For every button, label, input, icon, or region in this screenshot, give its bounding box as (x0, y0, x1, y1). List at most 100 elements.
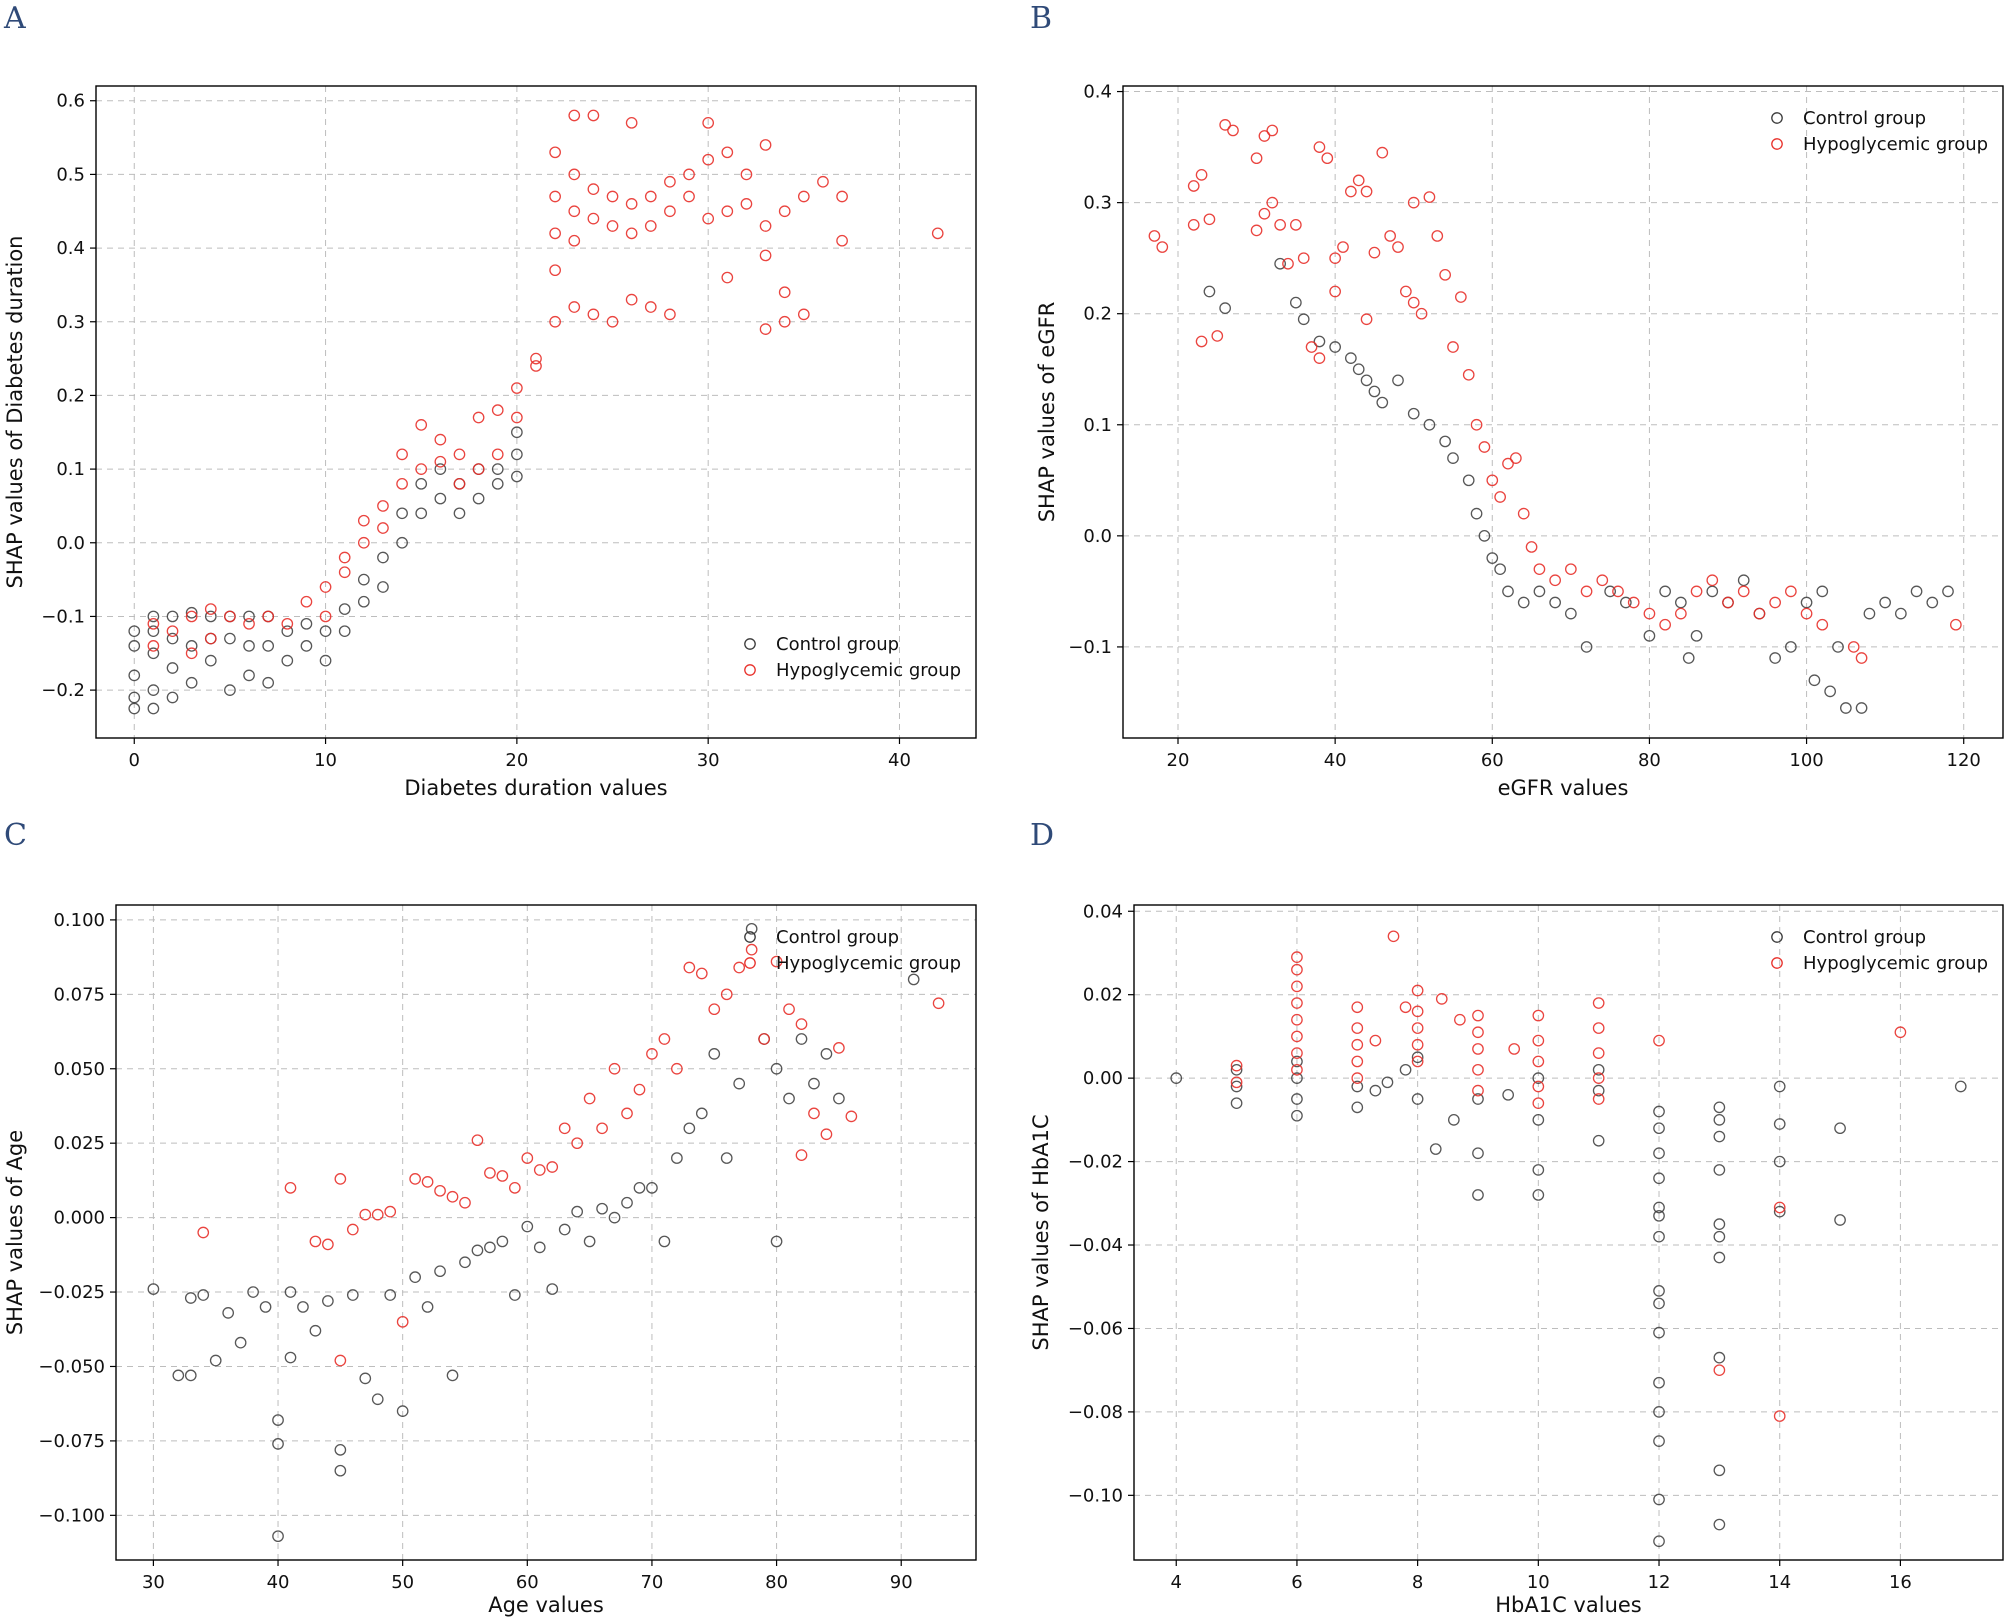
control-point (1532, 1072, 1545, 1084)
hypoglycemic-point (346, 1223, 359, 1236)
legend-control-label: Control group (1803, 108, 1926, 129)
plot-frame (115, 904, 977, 1561)
control-point (166, 662, 179, 674)
hypoglycemic-point (204, 632, 217, 645)
legend-hypoglycemic-label: Hypoglycemic group (1803, 953, 1988, 974)
control-point (1472, 1189, 1484, 1201)
control-point (1690, 629, 1703, 642)
control-point (558, 1223, 571, 1236)
legend-control-label: Control group (776, 927, 899, 948)
control-point (1713, 1114, 1726, 1126)
hypoglycemic-point (1532, 1080, 1545, 1093)
hypoglycemic-point (1345, 185, 1357, 198)
hypoglycemic-point (1659, 618, 1671, 631)
x-tick-label: 10 (314, 750, 337, 771)
control-point (770, 1062, 783, 1075)
control-point (1653, 1406, 1665, 1418)
control-point (1895, 607, 1907, 620)
control-point (1291, 1072, 1303, 1084)
control-point (147, 1283, 160, 1295)
control-point (1407, 407, 1420, 420)
control-point (1502, 1088, 1515, 1101)
x-tick-label: 6 (1291, 1572, 1302, 1593)
legend-hypoglycemic-label: Hypoglycemic group (1803, 134, 1988, 155)
control-point (1502, 585, 1514, 598)
hypoglycemic-point (1351, 1072, 1364, 1084)
control-point (1713, 1130, 1726, 1143)
panel-letter: C (4, 818, 27, 853)
hypoglycemic-point (1250, 152, 1263, 165)
hypoglycemic-point (530, 360, 542, 372)
control-point (733, 1077, 746, 1090)
control-point (281, 625, 294, 638)
control-point (491, 477, 504, 490)
control-point (491, 463, 504, 475)
legend-hypoglycemic-label: Hypoglycemic group (776, 660, 961, 681)
hypoglycemic-point (587, 183, 600, 195)
y-tick-label: −0.10 (1068, 1485, 1123, 1506)
control-point (377, 551, 389, 564)
hypoglycemic-point (549, 146, 561, 159)
x-tick-label: 0 (129, 750, 140, 771)
hypoglycemic-point (549, 190, 561, 203)
control-point (281, 654, 294, 667)
control-point (1351, 1080, 1364, 1093)
y-tick-label: −0.08 (1068, 1402, 1123, 1423)
hypoglycemic-point (357, 514, 370, 527)
y-tick-label: 0.2 (1083, 304, 1112, 325)
hypoglycemic-point (1472, 1026, 1484, 1039)
hypoglycemic-point (1415, 307, 1428, 320)
y-tick-label: 0.02 (1083, 985, 1123, 1006)
control-point (319, 654, 332, 667)
hypoglycemic-point (147, 640, 160, 652)
control-point (396, 536, 408, 549)
control-point (185, 676, 198, 689)
hypoglycemic-point (1773, 1201, 1786, 1214)
legend-hypoglycemic-label: Hypoglycemic group (776, 953, 961, 974)
hypoglycemic-point (377, 522, 389, 534)
control-point (1659, 585, 1671, 598)
hypoglycemic-point (1407, 296, 1420, 309)
control-point (1653, 1493, 1665, 1506)
y-tick-label: 0.3 (56, 312, 85, 333)
control-point (1653, 1201, 1665, 1214)
y-tick-label: 0.5 (56, 164, 85, 185)
control-point (1423, 418, 1436, 431)
control-point (128, 702, 141, 715)
control-point (1653, 1376, 1665, 1389)
hypoglycemic-point (1219, 119, 1231, 131)
hypoglycemic-point (702, 212, 715, 225)
control-point (334, 1443, 347, 1456)
control-point (1713, 1218, 1726, 1231)
control-point (1713, 1351, 1726, 1364)
legend-hypoglycemic-marker (1771, 138, 1783, 150)
hypoglycemic-point (721, 271, 734, 284)
control-point (224, 684, 236, 696)
hypoglycemic-series (147, 109, 944, 660)
hypoglycemic-point (745, 943, 758, 956)
control-point (1291, 1093, 1303, 1105)
control-point (596, 1202, 608, 1215)
hypoglycemic-point (1785, 585, 1797, 598)
hypoglycemic-point (721, 146, 734, 159)
hypoglycemic-point (1439, 268, 1451, 281)
hypoglycemic-point (683, 190, 695, 203)
hypoglycemic-point (1753, 607, 1766, 620)
y-tick-label: 0.2 (56, 385, 85, 406)
hypoglycemic-point (1329, 252, 1341, 265)
control-point (1290, 296, 1302, 309)
control-point (1653, 1285, 1665, 1297)
hypoglycemic-point (1592, 1047, 1605, 1059)
x-tick-label: 40 (267, 1572, 290, 1593)
hypoglycemic-point (491, 448, 504, 461)
control-point (357, 573, 370, 586)
hypoglycemic-point (1653, 1034, 1665, 1047)
hypoglycemic-point (1360, 313, 1373, 326)
control-point (511, 448, 523, 461)
hypoglycemic-series (197, 943, 945, 1367)
hypoglycemic-point (281, 617, 294, 630)
control-point (272, 1530, 284, 1543)
control-point (783, 1092, 795, 1105)
legend-control-marker (744, 638, 756, 650)
control-point (446, 1369, 459, 1382)
